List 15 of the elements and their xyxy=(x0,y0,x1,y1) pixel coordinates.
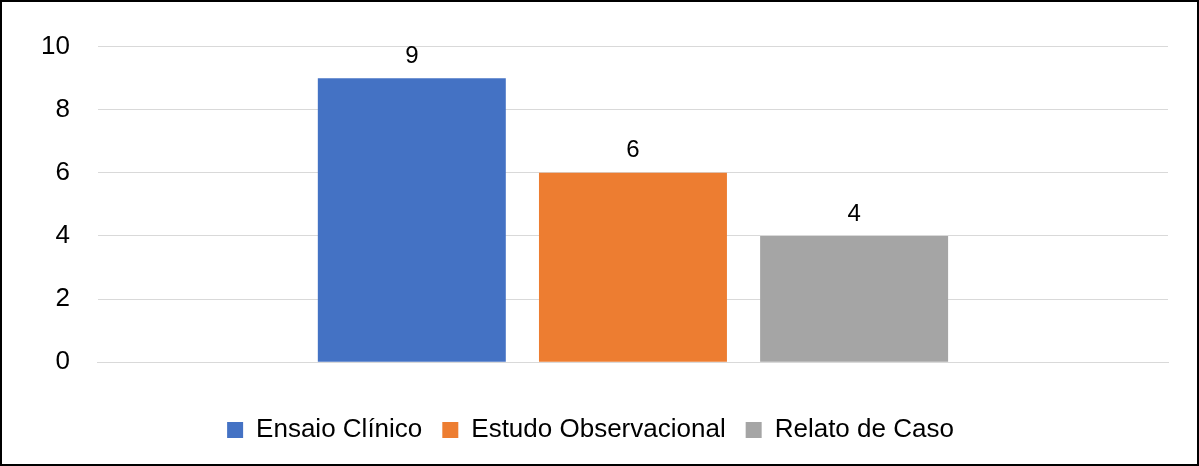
bar xyxy=(538,172,727,362)
legend-label: Ensaio Clínico xyxy=(256,413,423,444)
y-tick-label: 8 xyxy=(55,92,70,123)
bar xyxy=(317,78,506,362)
y-tick-label: 6 xyxy=(55,156,70,187)
legend-label: Relato de Caso xyxy=(774,413,954,444)
y-tick-label: 4 xyxy=(55,219,70,250)
data-label: 9 xyxy=(405,40,419,68)
bar xyxy=(760,235,949,362)
y-tick-label: 10 xyxy=(41,29,70,60)
data-label: 6 xyxy=(626,135,640,163)
y-tick-label: 0 xyxy=(55,345,70,376)
data-label: 4 xyxy=(847,198,861,226)
legend-label: Estudo Observacional xyxy=(471,413,726,444)
y-tick-label: 2 xyxy=(55,282,70,313)
